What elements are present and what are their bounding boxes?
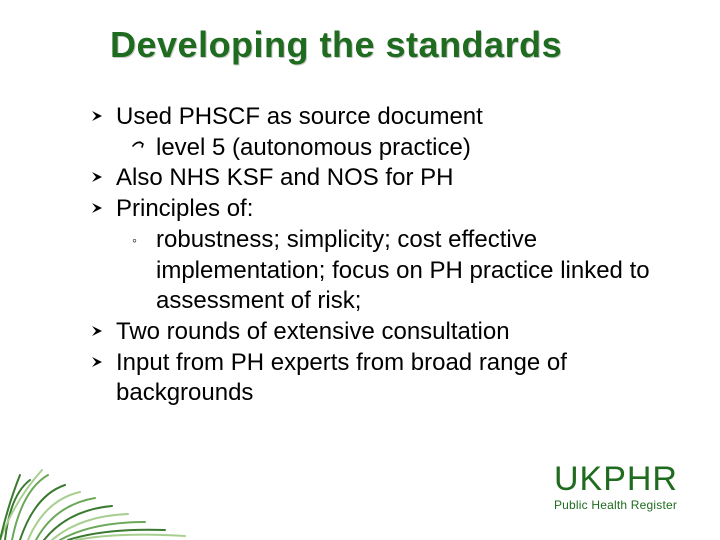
bullet-text: Input from PH experts from broad range o…: [116, 348, 680, 409]
ring-icon: ◦: [132, 225, 156, 255]
sub-bullet-item: ◦ robustness; simplicity; cost effective…: [90, 225, 680, 317]
sub-bullet-text: robustness; simplicity; cost effective i…: [156, 225, 680, 317]
bullet-icon: [90, 194, 116, 224]
bullet-item: Also NHS KSF and NOS for PH: [90, 163, 680, 194]
bullet-icon: [90, 317, 116, 347]
bullet-text: Also NHS KSF and NOS for PH: [116, 163, 680, 194]
logo-main-text: UKPHR: [554, 462, 678, 496]
slide-body: Used PHSCF as source document level 5 (a…: [90, 102, 680, 409]
bullet-item: Input from PH experts from broad range o…: [90, 348, 680, 409]
bullet-item: Principles of:: [90, 194, 680, 225]
bullet-item: Two rounds of extensive consultation: [90, 317, 680, 348]
sub-bullet-item: level 5 (autonomous practice): [90, 133, 680, 164]
bullet-icon: [90, 102, 116, 132]
grass-decoration-icon: [0, 440, 200, 540]
slide: Developing the standards Used PHSCF as s…: [0, 0, 720, 540]
bullet-text: Principles of:: [116, 194, 680, 225]
bullet-text: Two rounds of extensive consultation: [116, 317, 680, 348]
logo-sub-text: Public Health Register: [554, 498, 678, 512]
sub-bullet-text: level 5 (autonomous practice): [156, 133, 680, 164]
bullet-icon: [90, 163, 116, 193]
bullet-item: Used PHSCF as source document: [90, 102, 680, 133]
slide-title: Developing the standards: [110, 24, 562, 66]
arrow-icon: [132, 133, 156, 163]
bullet-text: Used PHSCF as source document: [116, 102, 680, 133]
bullet-icon: [90, 348, 116, 378]
logo: UKPHR Public Health Register: [554, 462, 678, 512]
